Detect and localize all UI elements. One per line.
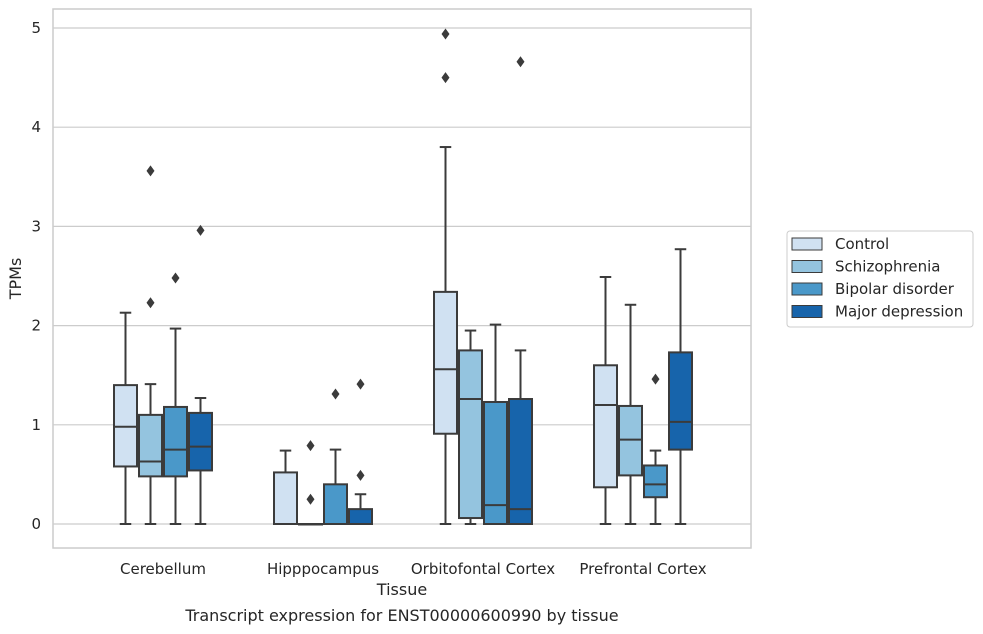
box-major-depression (508, 56, 533, 525)
box-body (323, 483, 348, 526)
box-body (163, 405, 188, 478)
box-body (348, 508, 373, 525)
box-schizophrenia (298, 440, 323, 526)
box-body (273, 471, 298, 525)
y-axis-label: TPMs (6, 258, 25, 301)
y-tick-label: 2 (31, 317, 41, 335)
outlier-point (516, 56, 525, 68)
x-axis-label: Tissue (376, 580, 427, 599)
legend-frame (786, 230, 974, 328)
legend-label: Bipolar disorder (835, 280, 955, 298)
box-body (668, 351, 693, 451)
legend-label: Schizophrenia (835, 258, 940, 276)
outlier-point (306, 493, 315, 505)
outlier-point (441, 72, 450, 84)
y-tick-label: 1 (31, 416, 41, 434)
box-major-depression (348, 378, 373, 525)
legend-swatch (791, 282, 823, 296)
box-schizophrenia (458, 329, 483, 525)
legend-label: Major depression (835, 303, 963, 321)
x-tick-label: Cerebellum (120, 560, 206, 578)
box-body (643, 464, 668, 499)
legend-swatch (791, 237, 823, 251)
legend-swatch (791, 305, 823, 318)
plot-frame (52, 8, 752, 549)
legend-swatch (791, 260, 823, 273)
box-bipolar-disorder (163, 272, 188, 525)
legend-label: Control (835, 235, 889, 253)
plot-boxes (113, 28, 693, 526)
box-bipolar-disorder (323, 388, 348, 526)
x-tick-labels: Cerebellum Hipppocampus Orbitofontal Corte… (120, 560, 707, 578)
outlier-point (331, 388, 340, 400)
y-tick-labels: 0 1 2 3 4 5 (31, 19, 41, 533)
x-tick-label: Hipppocampus (267, 560, 379, 578)
box-schizophrenia (138, 165, 163, 525)
legend: Control Schizophrenia Bipolar disorder Majo… (786, 230, 974, 328)
outlier-point (356, 378, 365, 390)
x-tick-label: Orbitofontal Cortex (411, 560, 555, 578)
outlier-point (171, 272, 180, 284)
chart-caption: Transcript expression for ENST0000060099… (184, 606, 618, 625)
box-control (593, 275, 618, 525)
box-body (138, 413, 163, 478)
box-body (188, 411, 213, 472)
outlier-point (441, 28, 450, 40)
box-control (273, 449, 298, 525)
y-tick-label: 0 (31, 515, 41, 533)
outlier-point (651, 373, 660, 385)
box-schizophrenia (618, 303, 643, 525)
box-major-depression (188, 224, 213, 525)
box-body (483, 400, 508, 526)
box-control (113, 311, 138, 525)
x-tick-label: Prefrontal Cortex (579, 560, 706, 578)
y-tick-label: 4 (31, 118, 41, 136)
box-body (458, 349, 483, 520)
box-body (593, 364, 618, 489)
box-control (433, 28, 458, 525)
box-bipolar-disorder (483, 323, 508, 526)
outlier-point (356, 469, 365, 481)
y-tick-label: 3 (31, 217, 41, 235)
box-body (508, 398, 533, 525)
outlier-point (146, 165, 155, 177)
box-bipolar-disorder (643, 373, 668, 525)
outlier-point (306, 440, 315, 452)
box-body (433, 290, 458, 435)
box-major-depression (668, 248, 693, 525)
y-tick-label: 5 (31, 19, 41, 37)
outlier-point (146, 297, 155, 309)
outlier-point (196, 224, 205, 236)
